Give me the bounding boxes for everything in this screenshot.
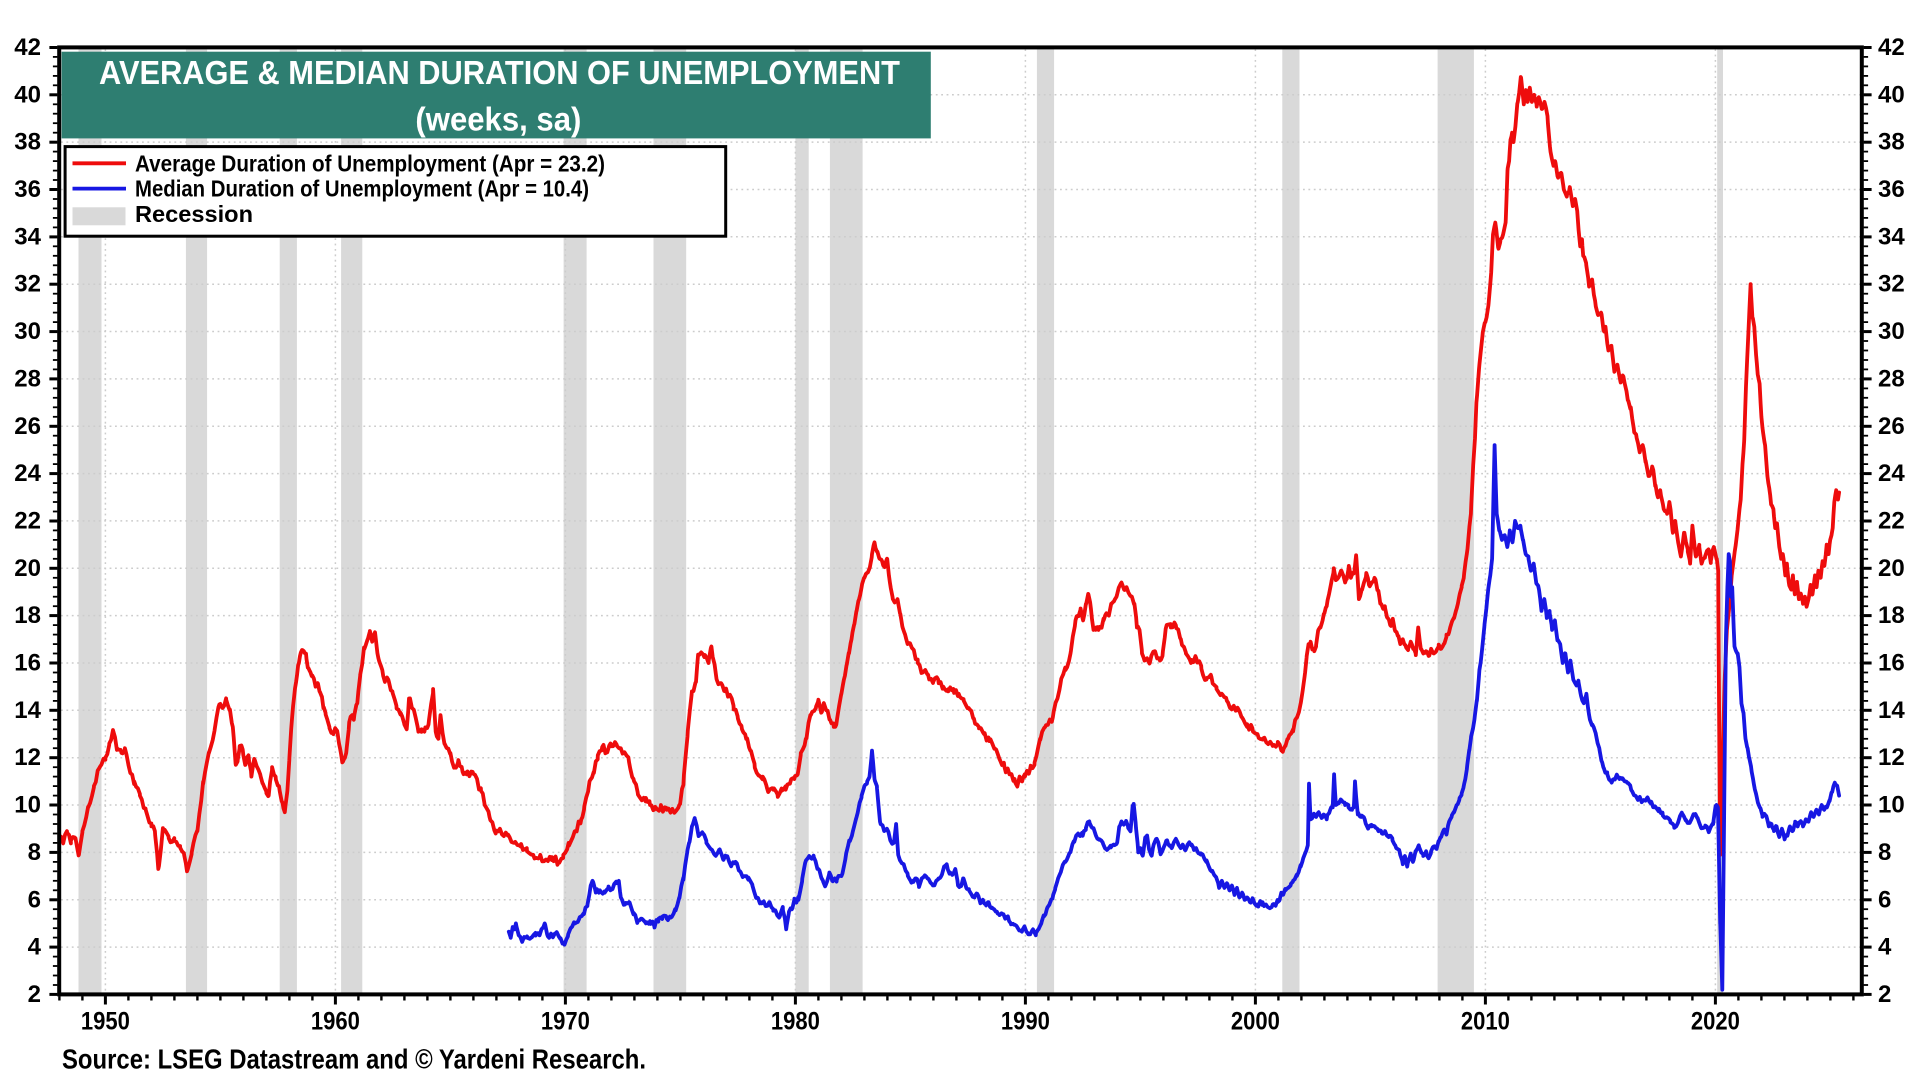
svg-text:34: 34 <box>14 223 41 250</box>
svg-text:2: 2 <box>28 981 41 1008</box>
svg-text:32: 32 <box>1878 271 1905 298</box>
svg-text:20: 20 <box>14 555 41 582</box>
svg-text:36: 36 <box>1878 176 1905 203</box>
svg-text:40: 40 <box>14 81 41 108</box>
svg-text:40: 40 <box>1878 81 1905 108</box>
svg-text:26: 26 <box>14 413 41 440</box>
svg-text:AVERAGE & MEDIAN DURATION OF U: AVERAGE & MEDIAN DURATION OF UNEMPLOYMEN… <box>99 54 900 91</box>
svg-text:42: 42 <box>1878 34 1905 61</box>
svg-text:14: 14 <box>14 697 41 724</box>
svg-text:4: 4 <box>1878 934 1892 961</box>
svg-text:Source: LSEG Datastream and ©: Source: LSEG Datastream and © Yardeni Re… <box>62 1044 646 1075</box>
svg-text:42: 42 <box>14 34 41 61</box>
svg-text:1970: 1970 <box>541 1008 590 1036</box>
svg-text:16: 16 <box>1878 650 1905 677</box>
svg-text:26: 26 <box>1878 413 1905 440</box>
svg-text:6: 6 <box>1878 886 1891 913</box>
svg-text:18: 18 <box>1878 602 1905 629</box>
svg-text:8: 8 <box>1878 839 1891 866</box>
svg-text:Recession: Recession <box>135 201 253 227</box>
svg-text:38: 38 <box>1878 129 1905 156</box>
svg-text:1950: 1950 <box>81 1008 130 1036</box>
svg-text:34: 34 <box>1878 223 1905 250</box>
svg-text:28: 28 <box>14 365 41 392</box>
svg-text:30: 30 <box>14 318 41 345</box>
svg-text:Median Duration of Unemploymen: Median Duration of Unemployment (Apr = 1… <box>135 176 589 202</box>
svg-text:1990: 1990 <box>1001 1008 1050 1036</box>
svg-text:12: 12 <box>14 744 41 771</box>
svg-text:22: 22 <box>1878 508 1905 535</box>
svg-text:14: 14 <box>1878 697 1905 724</box>
svg-text:(weeks, sa): (weeks, sa) <box>415 101 581 138</box>
svg-text:2020: 2020 <box>1691 1008 1740 1036</box>
svg-text:2: 2 <box>1878 981 1891 1008</box>
svg-text:30: 30 <box>1878 318 1905 345</box>
svg-text:32: 32 <box>14 271 41 298</box>
svg-text:10: 10 <box>14 792 41 819</box>
svg-text:16: 16 <box>14 650 41 677</box>
svg-text:4: 4 <box>28 934 42 961</box>
svg-text:10: 10 <box>1878 792 1905 819</box>
svg-text:20: 20 <box>1878 555 1905 582</box>
svg-text:6: 6 <box>28 886 41 913</box>
svg-text:24: 24 <box>14 460 41 487</box>
svg-text:18: 18 <box>14 602 41 629</box>
svg-text:2000: 2000 <box>1231 1008 1280 1036</box>
svg-text:38: 38 <box>14 129 41 156</box>
svg-text:24: 24 <box>1878 460 1905 487</box>
svg-text:8: 8 <box>28 839 41 866</box>
svg-text:36: 36 <box>14 176 41 203</box>
svg-text:1980: 1980 <box>771 1008 820 1036</box>
svg-text:22: 22 <box>14 508 41 535</box>
svg-text:12: 12 <box>1878 744 1905 771</box>
svg-text:2010: 2010 <box>1461 1008 1510 1036</box>
svg-text:28: 28 <box>1878 365 1905 392</box>
svg-text:1960: 1960 <box>311 1008 360 1036</box>
svg-text:Average Duration of Unemployme: Average Duration of Unemployment (Apr = … <box>135 150 605 176</box>
